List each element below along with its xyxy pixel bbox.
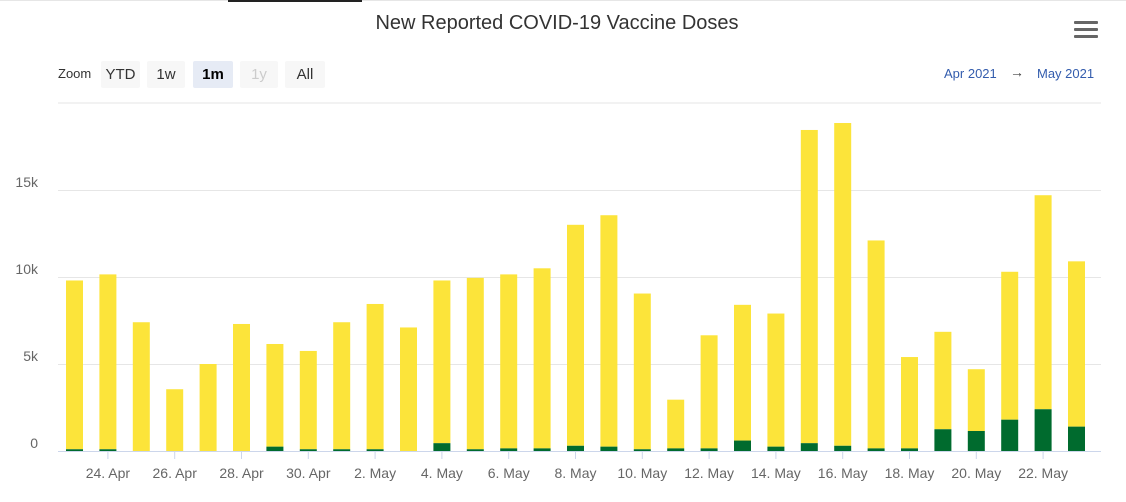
bar-second-dose <box>333 449 351 451</box>
bar-first-dose <box>567 224 584 446</box>
bar-first-dose <box>1068 261 1085 427</box>
bar-first-dose <box>233 323 250 451</box>
bar-first-dose <box>99 274 117 450</box>
x-tick-label: 22. May <box>1018 465 1068 481</box>
top-accent-bar <box>228 0 362 2</box>
y-tick-label: 5k <box>23 348 39 364</box>
bar-first-dose <box>834 123 852 446</box>
x-tick-label: 28. Apr <box>219 465 264 481</box>
bar-first-dose <box>366 303 384 450</box>
bar-second-dose <box>99 449 117 451</box>
bar-second-dose <box>834 445 852 451</box>
x-tick-label: 20. May <box>951 465 1001 481</box>
x-tick-label: 4. May <box>421 465 463 481</box>
bar-second-dose <box>901 448 918 451</box>
bar-first-dose <box>867 240 885 449</box>
bar-first-dose <box>433 280 451 444</box>
bar-second-dose <box>600 446 618 451</box>
bar-second-dose <box>767 446 785 451</box>
y-tick-label: 15k <box>15 174 39 190</box>
bar-second-dose <box>934 429 952 451</box>
bar-first-dose <box>800 129 818 444</box>
x-tick-label: 6. May <box>488 465 530 481</box>
y-tick-label: 10k <box>15 261 39 277</box>
bar-first-dose <box>1001 271 1019 420</box>
range-arrow-icon: → <box>1010 64 1024 80</box>
zoom-all-button[interactable]: All <box>285 61 325 88</box>
zoom-label: Zoom <box>58 66 92 81</box>
range-from[interactable]: Apr 2021 <box>944 66 997 81</box>
x-tick-label: 12. May <box>684 465 734 481</box>
x-tick-label: 26. Apr <box>153 465 198 481</box>
bar-first-dose <box>400 327 417 451</box>
x-tick-label: 10. May <box>617 465 667 481</box>
bar-first-dose <box>466 277 484 450</box>
range-to[interactable]: May 2021 <box>1037 66 1095 81</box>
bar-first-dose <box>967 369 985 431</box>
bar-second-dose <box>1001 419 1019 451</box>
x-tick-label: 18. May <box>885 465 935 481</box>
bar-second-dose <box>800 443 818 451</box>
bar-first-dose <box>266 343 284 447</box>
x-tick-label: 16. May <box>818 465 868 481</box>
bar-first-dose <box>901 357 918 449</box>
bar-first-dose <box>1034 195 1052 410</box>
bar-first-dose <box>66 280 83 450</box>
x-tick-label: 8. May <box>554 465 596 481</box>
hamburger-menu-icon[interactable] <box>1074 19 1098 39</box>
bar-first-dose <box>500 274 518 449</box>
bar-first-dose <box>299 350 317 450</box>
top-border <box>0 0 1126 1</box>
bar-second-dose <box>533 448 551 451</box>
bar-second-dose <box>867 448 885 451</box>
x-tick-label: 2. May <box>354 465 396 481</box>
bar-first-dose <box>533 268 551 449</box>
bar-first-dose <box>700 335 718 449</box>
zoom-ytd-button[interactable]: YTD <box>101 61 140 88</box>
bar-second-dose <box>433 443 451 451</box>
bar-second-dose <box>66 449 83 451</box>
bar-second-dose <box>266 446 284 451</box>
bar-first-dose <box>132 322 150 451</box>
bar-first-dose <box>199 364 217 451</box>
zoom-1y-button: 1y <box>240 61 278 88</box>
bar-second-dose <box>366 449 384 451</box>
bar-first-dose <box>600 215 618 447</box>
bar-second-dose <box>1034 409 1052 451</box>
zoom-1m-button[interactable]: 1m <box>193 61 233 88</box>
bar-first-dose <box>734 304 751 441</box>
x-tick-label: 30. Apr <box>286 465 331 481</box>
chart-title: New Reported COVID-19 Vaccine Doses <box>375 12 739 34</box>
bar-second-dose <box>700 448 718 451</box>
bar-first-dose <box>767 313 785 447</box>
zoom-1w-button[interactable]: 1w <box>147 61 185 88</box>
y-tick-label: 0 <box>30 435 38 451</box>
bar-first-dose <box>934 331 952 430</box>
bar-second-dose <box>500 448 518 451</box>
bar-second-dose <box>633 449 651 451</box>
bar-second-dose <box>466 449 484 451</box>
bar-second-dose <box>567 445 584 451</box>
bar-first-dose <box>333 322 351 450</box>
x-tick-label: 14. May <box>751 465 801 481</box>
x-tick-label: 24. Apr <box>86 465 131 481</box>
bar-second-dose <box>734 440 751 451</box>
bar-second-dose <box>1068 426 1085 451</box>
bar-first-dose <box>166 389 184 451</box>
bar-first-dose <box>667 399 685 449</box>
bar-second-dose <box>967 430 985 451</box>
bar-second-dose <box>667 448 685 451</box>
bar-first-dose <box>633 293 651 450</box>
bar-second-dose <box>299 449 317 451</box>
